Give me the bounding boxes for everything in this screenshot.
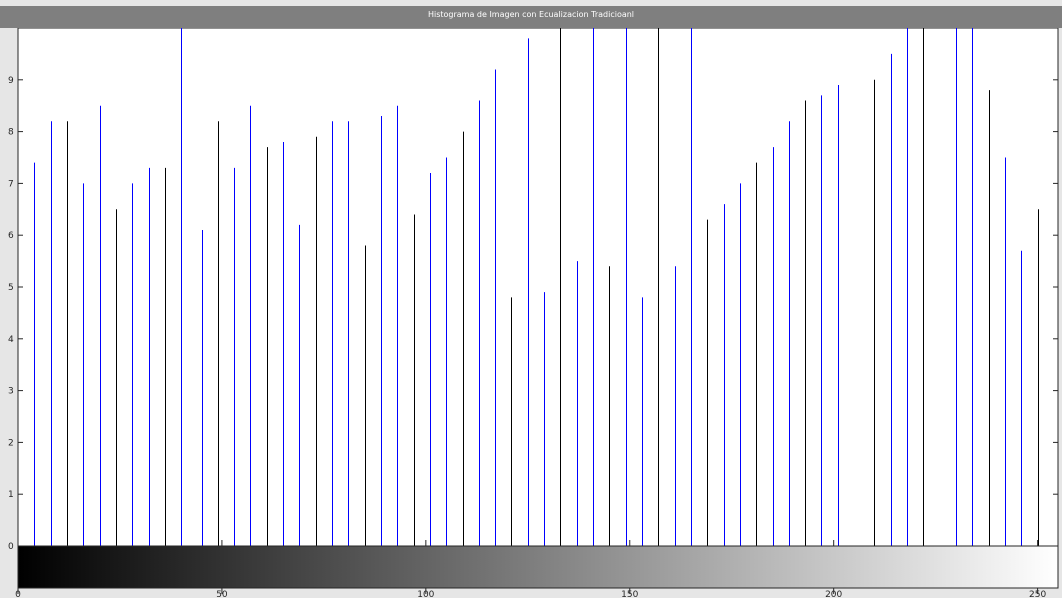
grayscale-colorbar <box>18 546 1058 588</box>
x-tick-label: 50 <box>216 590 228 598</box>
y-ticks-group: 0 1 2 3 4 5 6 7 8 9 <box>8 76 1058 552</box>
x-tick-label: 200 <box>825 590 842 598</box>
y-tick-label: 8 <box>8 128 14 138</box>
y-tick-label: 1 <box>8 490 14 500</box>
y-tick-label: 3 <box>8 387 14 397</box>
y-tick-label: 9 <box>8 76 14 86</box>
colorbar-frame <box>17 545 1059 589</box>
title-bar <box>0 6 1062 28</box>
y-tick-label: 7 <box>8 179 14 189</box>
axes-background <box>18 28 1058 546</box>
y-tick-label: 5 <box>8 283 14 293</box>
y-tick-label: 4 <box>8 335 14 345</box>
y-tick-label: 2 <box>8 438 14 448</box>
chart-title: Histograma de Imagen con Ecualizacion Tr… <box>427 10 635 19</box>
stems-group <box>34 28 1039 546</box>
x-tick-label: 150 <box>621 590 638 598</box>
x-tick-label: 100 <box>417 590 434 598</box>
x-tick-label: 0 <box>15 590 21 598</box>
x-ticks-group: 0 50 100 150 200 250 <box>15 540 1046 598</box>
x-tick-label: 250 <box>1029 590 1046 598</box>
y-tick-label: 6 <box>8 231 14 241</box>
y-tick-label: 0 <box>8 542 14 552</box>
